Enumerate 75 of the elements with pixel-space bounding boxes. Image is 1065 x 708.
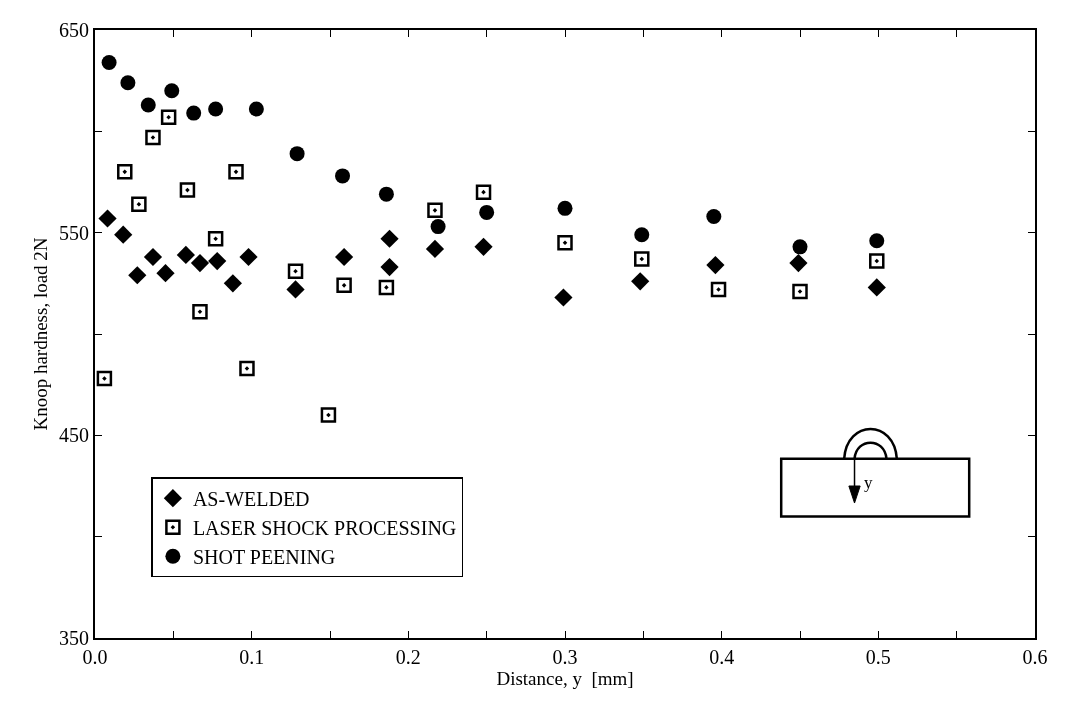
point — [120, 75, 136, 91]
x-tick-label: 0.5 — [865, 646, 891, 668]
point — [335, 247, 354, 267]
point — [425, 239, 445, 258]
point — [223, 274, 242, 293]
point — [475, 184, 492, 200]
point — [867, 278, 886, 297]
point — [98, 209, 117, 228]
point — [479, 204, 495, 220]
point — [192, 303, 208, 320]
x-tick-label: 0.1 — [239, 646, 265, 668]
point — [380, 229, 399, 248]
point — [207, 231, 224, 247]
legend-label: SHOT PEENING — [192, 546, 336, 568]
point — [208, 101, 224, 117]
x-tick-label: 0.6 — [1022, 646, 1048, 668]
point — [228, 164, 244, 180]
point — [706, 208, 722, 224]
point — [186, 105, 202, 121]
point — [239, 247, 258, 267]
point — [143, 247, 163, 267]
point — [631, 272, 650, 291]
point — [176, 245, 195, 265]
y-tick-label: 450 — [59, 424, 89, 447]
point — [380, 258, 399, 277]
point — [789, 253, 808, 273]
point — [128, 266, 147, 285]
point — [554, 288, 573, 307]
point — [156, 264, 175, 283]
point — [286, 280, 305, 299]
point — [378, 186, 394, 202]
point — [164, 83, 180, 99]
point — [792, 283, 808, 300]
point — [96, 370, 113, 387]
point — [179, 182, 196, 198]
point — [710, 281, 727, 298]
point — [140, 97, 156, 113]
point — [430, 219, 446, 235]
legend-label: LASER SHOCK PROCESSING — [192, 517, 457, 539]
point — [289, 146, 305, 162]
x-tick-label: 0.2 — [395, 646, 421, 668]
y-axis-title: Knoop hardness, load 2N — [30, 237, 52, 431]
point — [869, 253, 885, 269]
point — [557, 200, 573, 216]
point — [706, 255, 725, 275]
point — [869, 233, 885, 249]
point — [557, 235, 573, 251]
point — [239, 360, 255, 377]
point — [634, 227, 650, 243]
point — [208, 251, 227, 271]
y-tick-label: 650 — [59, 19, 89, 41]
y-tick-label: 550 — [59, 221, 89, 244]
point — [248, 101, 264, 117]
point — [114, 225, 133, 244]
point — [336, 277, 352, 294]
point — [792, 239, 808, 255]
point — [634, 251, 650, 267]
point — [117, 164, 133, 180]
x-tick-label: 0.3 — [552, 646, 578, 668]
y-tick-label: 350 — [59, 627, 89, 649]
x-tick-label: 0.0 — [82, 646, 108, 668]
point — [320, 407, 337, 423]
point — [101, 54, 117, 70]
point — [160, 109, 177, 125]
point — [287, 263, 304, 279]
x-axis-title: Distance, y [mm] — [496, 668, 634, 689]
point — [145, 129, 161, 146]
x-tick-label: 0.4 — [709, 646, 735, 668]
point — [427, 202, 443, 219]
point — [131, 196, 147, 213]
point — [474, 237, 493, 256]
point — [378, 279, 395, 296]
legend-label: AS-WELDED — [192, 488, 310, 510]
point — [335, 168, 351, 184]
point — [190, 253, 210, 273]
